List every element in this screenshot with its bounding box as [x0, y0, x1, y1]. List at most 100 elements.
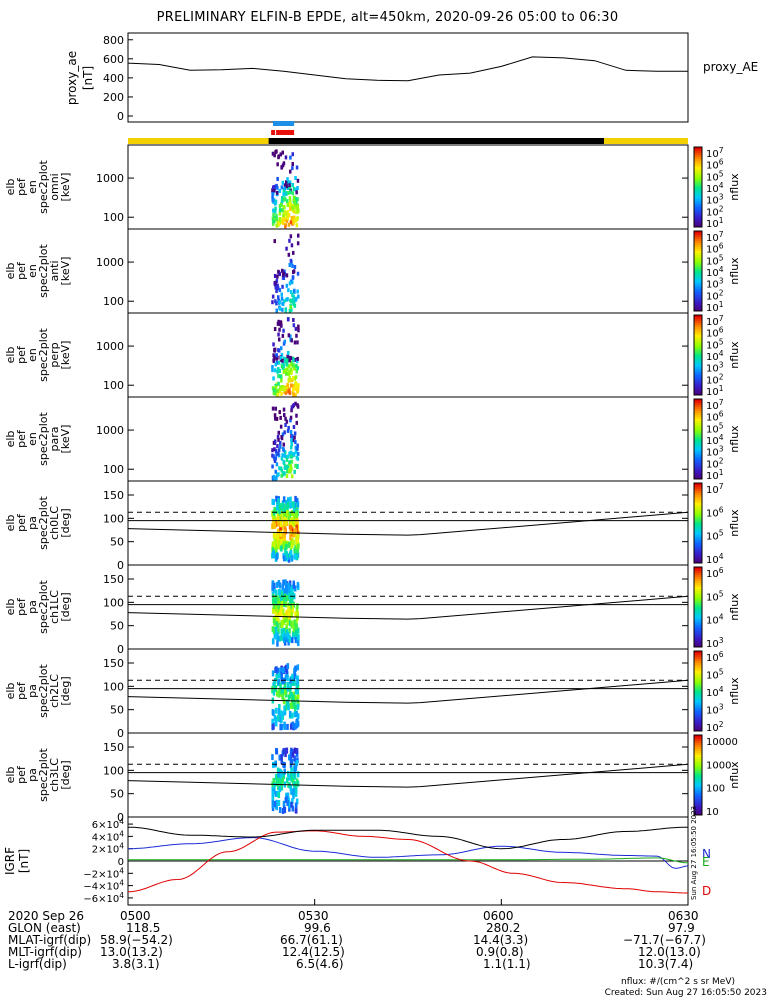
colorbar-cell	[694, 305, 702, 308]
colorbar-cell	[694, 185, 702, 188]
colorbar-cell	[694, 401, 702, 404]
spectrogram-pixel	[278, 754, 281, 761]
spectrogram-pixel	[280, 671, 283, 678]
y-tick-label: 0	[117, 811, 124, 824]
colorbar-cell	[694, 295, 702, 298]
colorbar-cell	[694, 685, 702, 688]
spectrogram-pixel	[289, 723, 293, 730]
colorbar-cell	[694, 251, 702, 254]
spectrogram-pixel	[292, 501, 295, 508]
spectrogram-pixel	[289, 206, 292, 211]
spectrogram-pixel	[290, 445, 293, 450]
spectrogram-pixel	[288, 636, 292, 643]
spectrogram-pixel	[274, 448, 278, 453]
spectrogram-pixel	[287, 389, 291, 394]
spectrogram-pixel	[281, 333, 285, 338]
colorbar-frame	[693, 734, 703, 816]
y-axis-label: [deg]	[59, 592, 72, 621]
colorbar-cell	[694, 725, 702, 728]
spectrogram-pixel	[294, 440, 297, 445]
igrf-line-total	[128, 826, 688, 850]
colorbar-cell	[694, 339, 702, 342]
colorbar-cell	[694, 427, 702, 430]
spectrogram-pixel	[281, 608, 285, 615]
spectrogram-pixel	[271, 718, 274, 725]
spectrogram-pixel	[283, 390, 286, 394]
spectrogram-pixel	[280, 619, 283, 626]
colorbar-cell	[694, 751, 702, 754]
colorbar-cell	[694, 375, 702, 378]
colorbar-cell	[694, 335, 702, 338]
spectrogram-pixel	[282, 205, 285, 209]
spectrogram-pixel	[291, 591, 295, 598]
proxy-ae-line	[127, 56, 688, 82]
spectrogram-pixel	[286, 383, 289, 388]
spectrogram-pixel	[285, 747, 289, 754]
colorbar-cell	[694, 449, 702, 452]
colorbar-cell	[694, 183, 702, 186]
spectrogram-pixel	[292, 220, 295, 225]
spectrogram-pixel	[291, 798, 294, 805]
spectrogram-pixel	[295, 190, 298, 195]
spectrogram-pixel	[283, 723, 287, 730]
spectrogram-pixel	[288, 620, 292, 627]
spectrogram-pixel	[289, 549, 293, 556]
colorbar-cell	[694, 699, 702, 702]
colorbar-cell	[694, 275, 702, 278]
footer-row-glon: GLON (east) 118.5 99.6 280.2 97.9	[8, 922, 768, 934]
spectrogram-pixel	[273, 800, 277, 807]
colorbar-cell	[694, 613, 702, 616]
spectrogram-pixel	[296, 664, 300, 671]
spectrogram-pixel	[276, 177, 279, 181]
colorbar-cell	[694, 385, 702, 388]
colorbar-cell	[694, 209, 702, 212]
spectrogram-pixel	[291, 637, 294, 644]
spectrogram-pixel	[283, 450, 287, 455]
colorbar-tick-label: 102	[706, 372, 724, 386]
colorbar-cell	[694, 163, 702, 166]
colorbar-cell	[694, 625, 702, 628]
spectrogram-pixel	[271, 670, 275, 677]
y-axis-label: pef	[15, 345, 28, 364]
spectrogram-pixel	[273, 153, 276, 158]
colorbar-cell	[694, 653, 702, 656]
spectrogram-pixel	[295, 720, 298, 727]
colorbar-cell	[694, 429, 702, 432]
colorbar-cell	[694, 279, 702, 282]
y-axis-label: pef	[15, 597, 28, 616]
spectrogram-pixel	[276, 512, 280, 519]
y-axis-label: elb	[4, 263, 17, 280]
spectrogram-pixel	[285, 388, 288, 393]
spectrogram-pixel	[289, 430, 293, 434]
spectrogram-pixel	[294, 629, 298, 636]
colorbar-cell	[694, 349, 702, 352]
spectrogram-pixel	[285, 246, 288, 251]
spectrogram-pixel	[272, 388, 276, 392]
spectrogram-pixel	[277, 360, 281, 365]
colorbar-cell	[694, 761, 702, 764]
spectrogram-pixel	[286, 619, 289, 626]
colorbar-cell	[694, 579, 702, 582]
colorbar-cell	[694, 587, 702, 590]
spectrogram-pixel	[273, 582, 276, 589]
colorbar-cell	[694, 621, 702, 624]
colorbar-cell	[694, 259, 702, 262]
spectrogram-pixel	[275, 416, 279, 421]
y-tick-label: 100	[103, 512, 124, 525]
spectrogram-pixel	[291, 721, 295, 728]
spectrogram-pixel	[293, 619, 296, 626]
spectrogram-pixel	[276, 667, 280, 674]
colorbar-cell	[694, 223, 702, 226]
colorbar-cell	[694, 521, 702, 524]
spectrogram-pixel	[280, 628, 283, 635]
spectrogram-pixel	[294, 546, 298, 553]
colorbar-cell	[694, 727, 702, 730]
y-tick-label: 100	[103, 379, 124, 392]
spectrogram-pixel	[280, 468, 284, 473]
y-axis-label: omni	[48, 173, 61, 200]
spectrogram-pixel	[295, 623, 298, 630]
spectrogram-pixel	[281, 268, 284, 273]
y-axis-label: para	[48, 427, 61, 452]
colorbar-cell	[694, 629, 702, 632]
spectrogram-pixel	[278, 337, 281, 342]
